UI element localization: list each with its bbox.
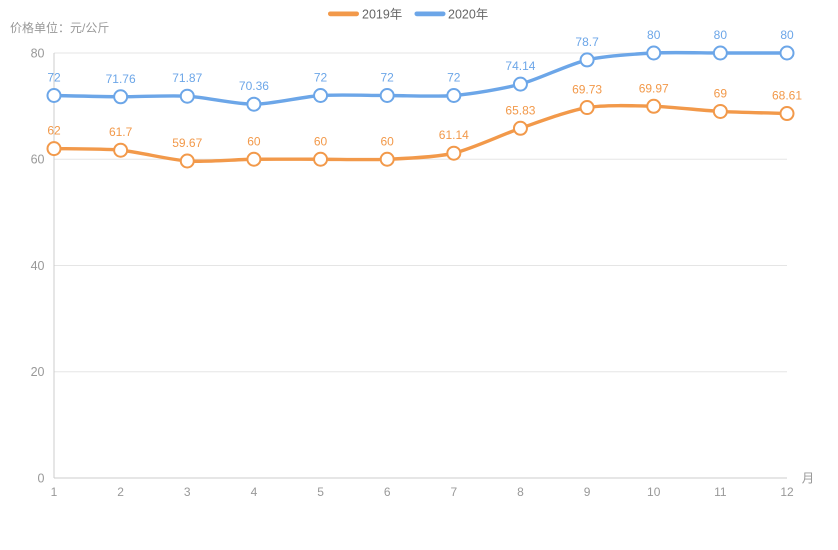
svg-text:80: 80 (647, 28, 661, 42)
svg-text:71.76: 71.76 (106, 72, 136, 86)
svg-text:65.83: 65.83 (505, 103, 535, 117)
svg-text:62: 62 (47, 124, 61, 138)
svg-text:61.14: 61.14 (439, 128, 469, 142)
svg-text:70.36: 70.36 (239, 79, 269, 93)
svg-text:69.73: 69.73 (572, 83, 602, 97)
svg-text:8: 8 (517, 485, 524, 499)
svg-text:9: 9 (584, 485, 591, 499)
svg-text:40: 40 (31, 259, 45, 273)
svg-text:59.67: 59.67 (172, 136, 202, 150)
svg-text:7: 7 (450, 485, 457, 499)
svg-text:2020年: 2020年 (448, 8, 488, 22)
svg-text:72: 72 (314, 71, 328, 85)
svg-text:68.61: 68.61 (772, 89, 802, 103)
svg-text:2019年: 2019年 (362, 8, 402, 22)
svg-text:60: 60 (247, 134, 261, 148)
svg-text:80: 80 (31, 46, 45, 60)
svg-text:80: 80 (714, 28, 728, 42)
svg-text:72: 72 (381, 71, 395, 85)
svg-text:月: 月 (802, 472, 815, 486)
svg-text:11: 11 (714, 485, 727, 499)
svg-text:69.97: 69.97 (639, 81, 669, 95)
svg-text:78.7: 78.7 (575, 35, 599, 49)
svg-text:10: 10 (647, 485, 661, 499)
svg-text:6: 6 (384, 485, 391, 499)
svg-text:4: 4 (251, 485, 258, 499)
svg-text:价格单位：元/公斤: 价格单位：元/公斤 (10, 20, 109, 35)
svg-text:72: 72 (447, 71, 461, 85)
svg-text:72: 72 (47, 71, 61, 85)
svg-text:2: 2 (117, 485, 124, 499)
svg-text:69: 69 (714, 86, 728, 100)
svg-text:61.7: 61.7 (109, 125, 133, 139)
svg-text:20: 20 (31, 365, 45, 379)
svg-text:60: 60 (314, 134, 328, 148)
svg-text:60: 60 (381, 134, 395, 148)
svg-text:5: 5 (317, 485, 324, 499)
svg-text:12: 12 (780, 485, 794, 499)
svg-text:60: 60 (31, 153, 45, 167)
svg-text:80: 80 (780, 28, 794, 42)
svg-text:74.14: 74.14 (505, 59, 535, 73)
svg-text:3: 3 (184, 485, 191, 499)
svg-text:1: 1 (51, 485, 58, 499)
svg-text:71.87: 71.87 (172, 71, 202, 85)
svg-text:0: 0 (38, 471, 45, 485)
